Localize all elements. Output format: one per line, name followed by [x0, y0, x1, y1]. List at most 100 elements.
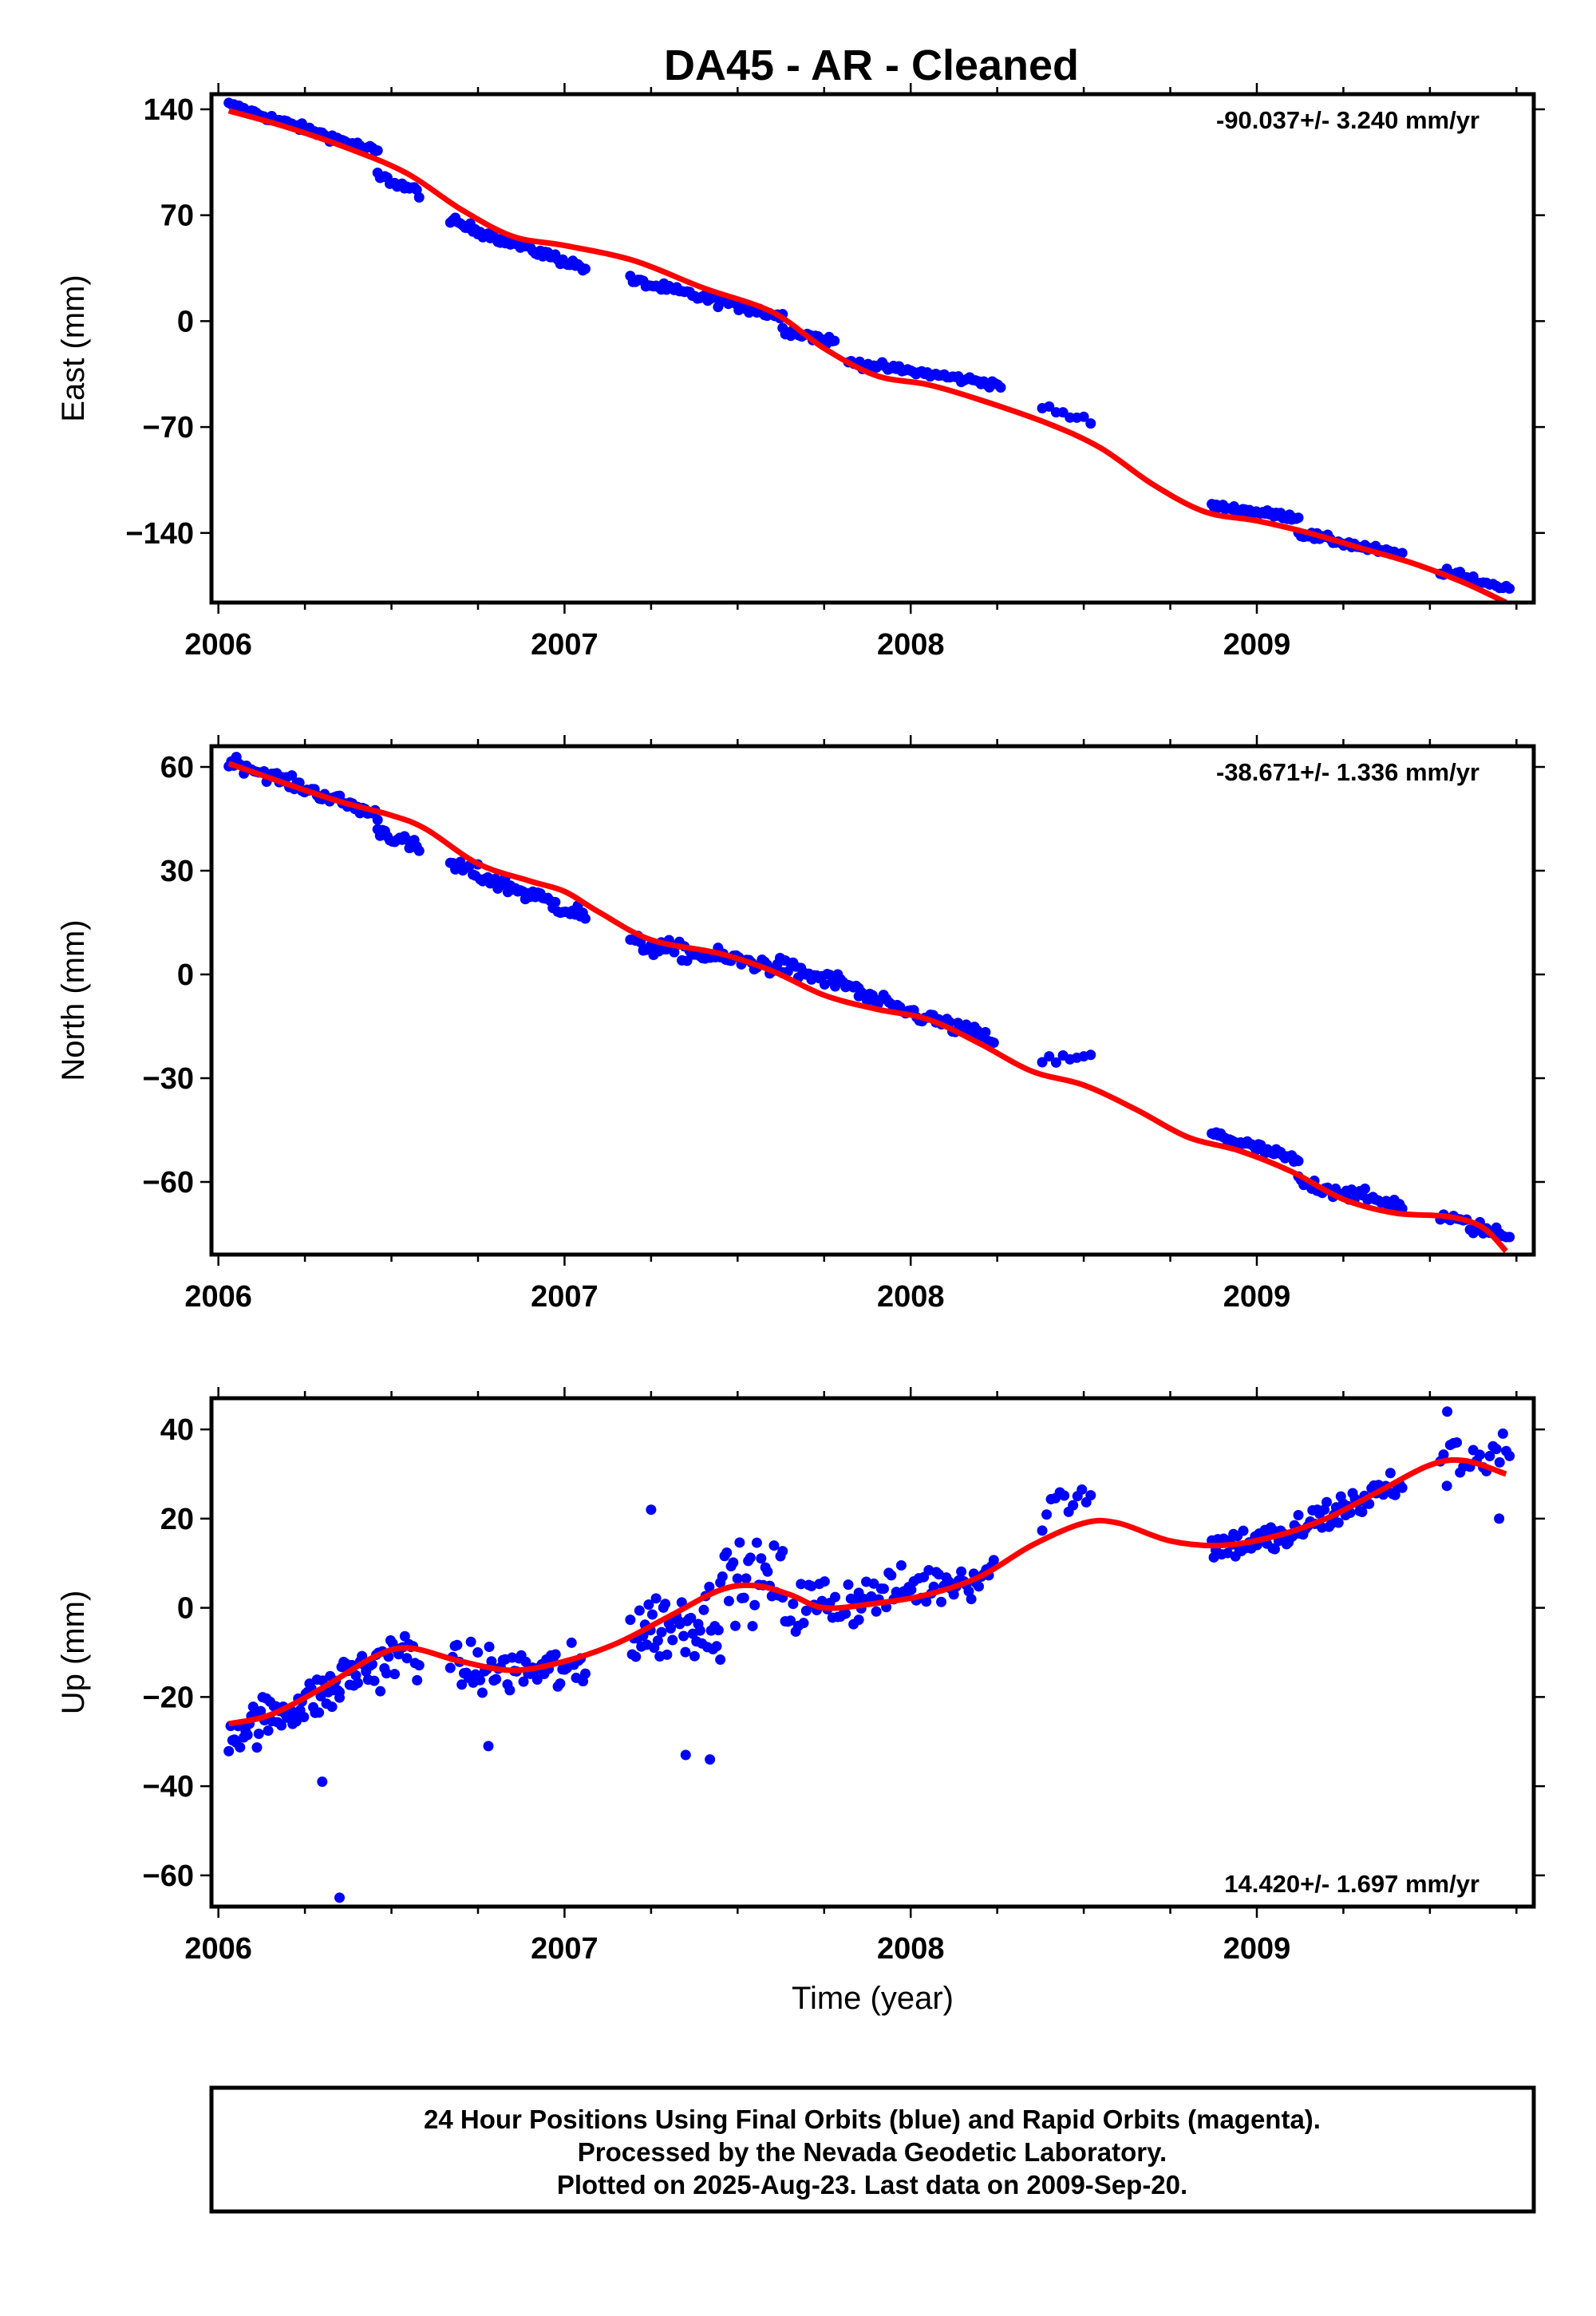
up-data-point — [728, 1557, 739, 1568]
up-data-point — [689, 1650, 700, 1662]
footer-line-3: Plotted on 2025-Aug-23. Last data on 200… — [557, 2170, 1187, 2199]
up-data-point — [1077, 1484, 1088, 1495]
up-ytick-label: −40 — [143, 1770, 194, 1804]
north-frame — [209, 744, 1536, 1257]
up-data-point — [1494, 1513, 1505, 1524]
up-data-point — [1441, 1480, 1452, 1492]
up-data-point — [413, 1660, 425, 1671]
up-data-point — [936, 1596, 947, 1607]
up-data-point — [235, 1741, 246, 1753]
up-data-point — [1321, 1496, 1333, 1508]
north-data-point — [819, 978, 830, 990]
up-data-point — [665, 1622, 676, 1634]
east-data-point — [1396, 547, 1408, 559]
up-data-point — [830, 1591, 841, 1603]
up-ytick-label: −20 — [143, 1681, 194, 1714]
up-data-point — [749, 1599, 760, 1611]
east-data-point — [829, 335, 840, 346]
up-data-point — [756, 1553, 767, 1564]
up-data-point — [1504, 1450, 1515, 1461]
up-xtick-label: 2007 — [531, 1932, 598, 1966]
east-xtick-label: 2008 — [877, 628, 945, 662]
east-data-point — [579, 263, 591, 275]
up-data-point — [484, 1642, 495, 1653]
up-data-point — [685, 1612, 697, 1623]
up-data-point — [643, 1599, 654, 1611]
up-data-point — [483, 1741, 494, 1752]
up-data-point — [401, 1653, 413, 1664]
east-data-point — [1293, 512, 1304, 524]
up-data-point — [704, 1581, 715, 1592]
up-data-point — [906, 1584, 917, 1595]
up-data-point — [550, 1649, 561, 1660]
up-data-point — [868, 1578, 879, 1589]
north-model-line — [227, 761, 1508, 1254]
up-data-point — [412, 1674, 423, 1686]
up-data-point — [741, 1573, 752, 1584]
up-data-point — [314, 1707, 325, 1718]
east-ytick-label: −140 — [125, 517, 194, 551]
up-data-point — [732, 1573, 743, 1584]
up-rate-label: 14.420+/- 1.697 mm/yr — [1224, 1870, 1479, 1898]
up-data-point — [1494, 1456, 1505, 1468]
xlabel: Time (year) — [792, 1981, 954, 2016]
up-data-point — [713, 1625, 724, 1636]
east-ylabel: East (mm) — [56, 275, 91, 421]
up-data-point — [660, 1599, 671, 1610]
up-ytick-label: 0 — [177, 1592, 194, 1626]
up-data-point — [819, 1576, 830, 1587]
north-ytick-label: 0 — [177, 958, 194, 992]
up-ytick-label: 20 — [160, 1503, 194, 1536]
up-data-point — [650, 1593, 662, 1604]
up-data-point — [895, 1559, 907, 1571]
east-frame — [209, 92, 1536, 605]
north-data-point — [413, 845, 425, 856]
up-data-point — [357, 1650, 368, 1662]
north-ytick-label: −30 — [143, 1062, 194, 1096]
up-data-point — [745, 1552, 756, 1563]
up-data-point — [1452, 1437, 1463, 1448]
up-data-point — [290, 1716, 302, 1727]
up-data-point — [678, 1630, 689, 1642]
up-data-point — [486, 1656, 497, 1667]
up-data-point — [475, 1674, 486, 1686]
up-data-point — [476, 1687, 488, 1698]
up-data-point — [369, 1675, 380, 1686]
up-data-point — [1222, 1547, 1233, 1559]
up-data-point — [452, 1639, 463, 1650]
up-data-point — [721, 1547, 733, 1559]
north-ytick-label: −60 — [143, 1166, 194, 1199]
north-data-point — [1050, 1057, 1061, 1068]
up-data-point — [806, 1580, 817, 1591]
east-rate-label: -90.037+/- 3.240 mm/yr — [1216, 106, 1479, 134]
up-data-point — [853, 1614, 864, 1626]
north-data-point — [372, 814, 383, 825]
up-data-point — [878, 1583, 889, 1595]
up-data-point — [796, 1579, 807, 1590]
up-data-point — [956, 1566, 967, 1577]
up-data-point — [1059, 1490, 1070, 1501]
footer-line-2: Processed by the Nevada Geodetic Laborat… — [578, 2137, 1167, 2167]
north-xtick-label: 2007 — [531, 1280, 598, 1314]
up-data-point — [630, 1651, 642, 1662]
up-data-point — [465, 1636, 476, 1647]
east-xtick-label: 2007 — [531, 628, 598, 662]
up-data-point — [777, 1546, 788, 1557]
up-model-line — [227, 1456, 1507, 1727]
east-data-point — [372, 145, 383, 156]
up-data-point — [921, 1596, 932, 1607]
north-data-point — [830, 981, 841, 992]
up-data-point — [326, 1701, 338, 1713]
up-data-point — [840, 1608, 851, 1619]
up-panel: 40 20 0 −20 −40 −60 2006 2007 2008 2009 14.420+/- … — [56, 1387, 1545, 2016]
up-data-point — [723, 1595, 734, 1607]
up-data-point — [1438, 1449, 1449, 1460]
up-data-point — [816, 1595, 828, 1607]
east-data-point — [995, 381, 1006, 393]
east-data-point — [413, 192, 425, 203]
up-data-point — [566, 1637, 577, 1648]
up-xtick-label: 2009 — [1223, 1932, 1291, 1966]
east-ytick-label: 0 — [177, 305, 194, 338]
up-data-point — [667, 1634, 678, 1646]
up-data-point — [1474, 1449, 1485, 1460]
